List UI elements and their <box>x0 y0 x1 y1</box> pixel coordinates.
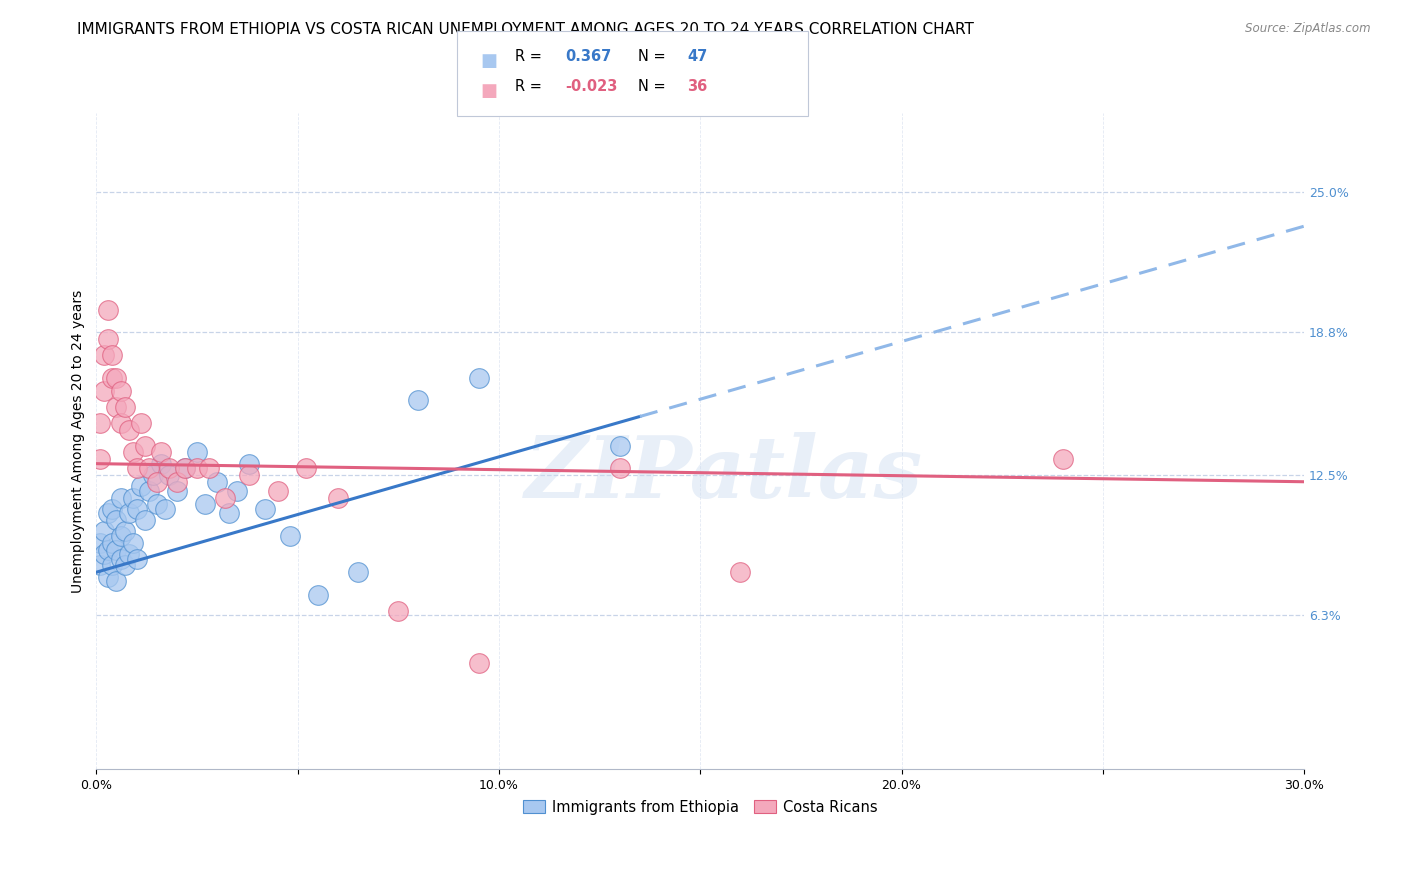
Legend: Immigrants from Ethiopia, Costa Ricans: Immigrants from Ethiopia, Costa Ricans <box>517 794 883 821</box>
Point <box>278 529 301 543</box>
Point <box>93 547 115 561</box>
Point <box>142 467 165 482</box>
Point <box>89 536 111 550</box>
Text: N =: N = <box>638 79 671 95</box>
Y-axis label: Unemployment Among Ages 20 to 24 years: Unemployment Among Ages 20 to 24 years <box>72 289 86 592</box>
Point <box>238 457 260 471</box>
Point <box>468 370 491 384</box>
Point <box>125 501 148 516</box>
Point <box>114 524 136 539</box>
Point <box>110 491 132 505</box>
Point <box>134 513 156 527</box>
Point <box>93 524 115 539</box>
Point <box>174 461 197 475</box>
Point <box>121 536 143 550</box>
Point <box>101 558 124 573</box>
Point <box>266 483 288 498</box>
Point <box>149 445 172 459</box>
Point <box>105 400 128 414</box>
Text: ■: ■ <box>481 52 498 70</box>
Point <box>609 439 631 453</box>
Point <box>89 416 111 430</box>
Point <box>238 467 260 482</box>
Point <box>138 461 160 475</box>
Point <box>125 461 148 475</box>
Text: 0.367: 0.367 <box>565 49 612 64</box>
Point <box>157 467 180 482</box>
Point <box>93 348 115 362</box>
Point <box>105 513 128 527</box>
Point <box>125 551 148 566</box>
Point <box>114 558 136 573</box>
Point <box>101 501 124 516</box>
Point <box>157 461 180 475</box>
Text: R =: R = <box>515 49 546 64</box>
Text: Source: ZipAtlas.com: Source: ZipAtlas.com <box>1246 22 1371 36</box>
Point <box>117 507 139 521</box>
Point <box>218 507 240 521</box>
Point <box>194 497 217 511</box>
Text: 36: 36 <box>688 79 707 95</box>
Point <box>468 656 491 670</box>
Point <box>121 445 143 459</box>
Point <box>226 483 249 498</box>
Point <box>110 551 132 566</box>
Text: ZIPatlas: ZIPatlas <box>526 432 924 516</box>
Point <box>129 416 152 430</box>
Point <box>110 529 132 543</box>
Text: 47: 47 <box>688 49 707 64</box>
Point <box>101 536 124 550</box>
Point <box>97 332 120 346</box>
Point <box>153 501 176 516</box>
Point <box>198 461 221 475</box>
Point <box>114 400 136 414</box>
Text: IMMIGRANTS FROM ETHIOPIA VS COSTA RICAN UNEMPLOYMENT AMONG AGES 20 TO 24 YEARS C: IMMIGRANTS FROM ETHIOPIA VS COSTA RICAN … <box>77 22 974 37</box>
Point <box>1052 452 1074 467</box>
Text: -0.023: -0.023 <box>565 79 617 95</box>
Point <box>97 542 120 557</box>
Point <box>609 461 631 475</box>
Point <box>166 475 188 489</box>
Point <box>97 302 120 317</box>
Point <box>214 491 236 505</box>
Point <box>110 384 132 399</box>
Point <box>408 393 430 408</box>
Point <box>254 501 277 516</box>
Point <box>730 565 752 579</box>
Point <box>205 475 228 489</box>
Point <box>129 479 152 493</box>
Point <box>105 574 128 589</box>
Point <box>117 547 139 561</box>
Point <box>89 452 111 467</box>
Text: R =: R = <box>515 79 546 95</box>
Point <box>186 445 208 459</box>
Point <box>174 461 197 475</box>
Point <box>347 565 370 579</box>
Point <box>101 370 124 384</box>
Point <box>93 384 115 399</box>
Point <box>89 558 111 573</box>
Point <box>101 348 124 362</box>
Point <box>186 461 208 475</box>
Point <box>166 483 188 498</box>
Point <box>145 475 167 489</box>
Point <box>307 588 329 602</box>
Point <box>105 370 128 384</box>
Point <box>326 491 349 505</box>
Point <box>149 457 172 471</box>
Point <box>117 423 139 437</box>
Point <box>121 491 143 505</box>
Point <box>97 507 120 521</box>
Text: ■: ■ <box>481 82 498 100</box>
Point <box>387 604 409 618</box>
Point <box>110 416 132 430</box>
Point <box>294 461 316 475</box>
Point <box>145 497 167 511</box>
Text: N =: N = <box>638 49 671 64</box>
Point <box>138 483 160 498</box>
Point <box>97 570 120 584</box>
Point <box>105 542 128 557</box>
Point <box>134 439 156 453</box>
